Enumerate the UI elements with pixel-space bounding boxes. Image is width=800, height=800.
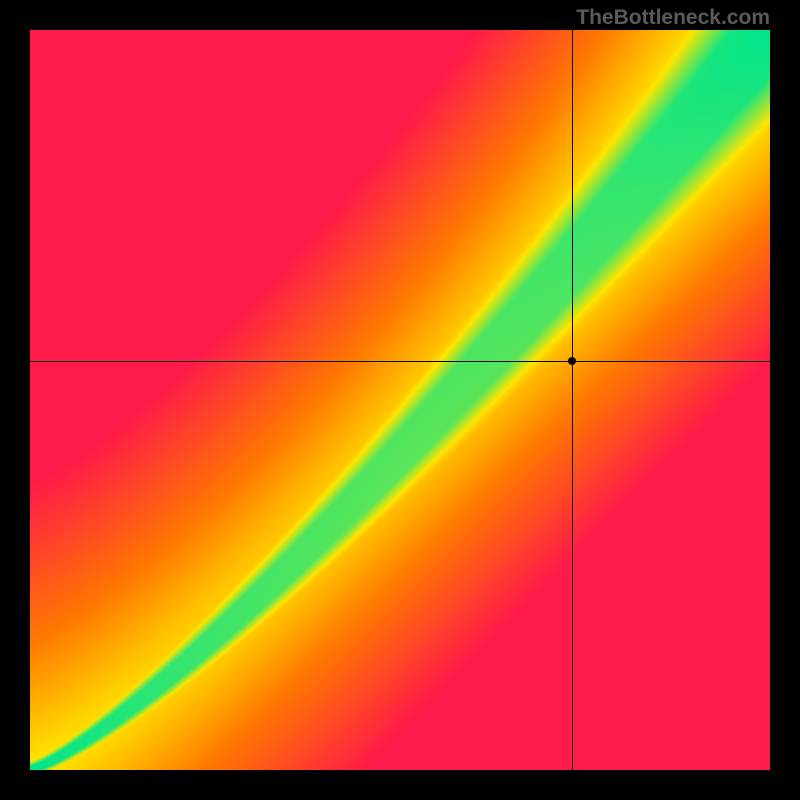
crosshair-vertical xyxy=(572,30,573,770)
crosshair-horizontal xyxy=(30,361,770,362)
heatmap-chart xyxy=(30,30,770,770)
watermark-text: TheBottleneck.com xyxy=(576,6,770,30)
chart-container: TheBottleneck.com xyxy=(0,0,800,800)
marker-point xyxy=(568,357,576,365)
heatmap-canvas xyxy=(30,30,770,770)
